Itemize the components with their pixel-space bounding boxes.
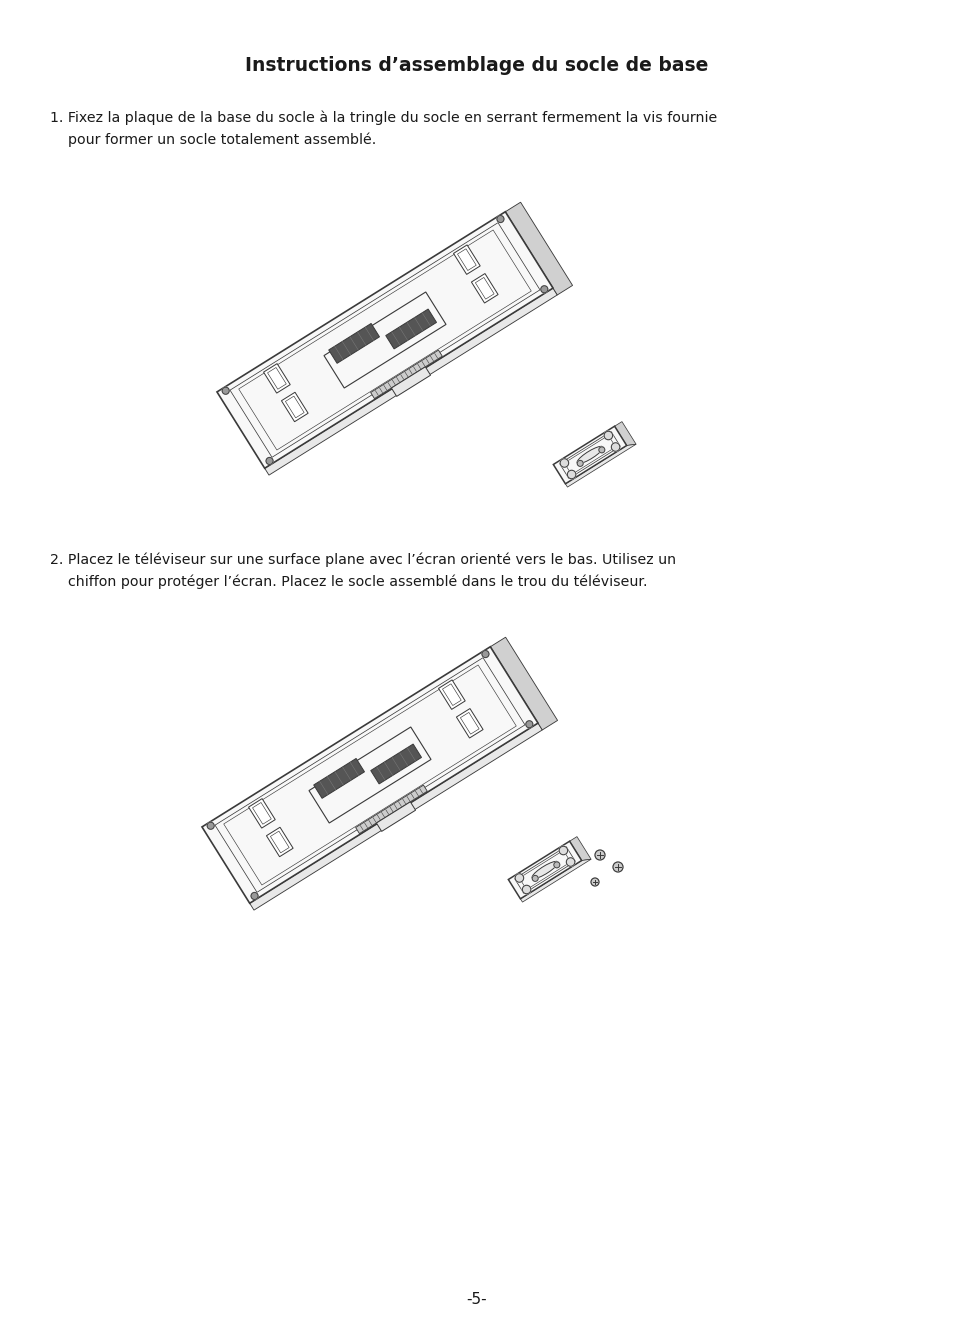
Text: 1. Fixez la plaque de la base du socle à la tringle du socle en serrant fermemen: 1. Fixez la plaque de la base du socle à… [50, 111, 717, 126]
Polygon shape [329, 324, 379, 364]
Polygon shape [263, 364, 290, 393]
Circle shape [613, 862, 622, 872]
Circle shape [577, 460, 582, 467]
Circle shape [481, 650, 489, 657]
Circle shape [566, 858, 575, 866]
Text: chiffon pour protéger l’écran. Placez le socle assemblé dans le trou du télévise: chiffon pour protéger l’écran. Placez le… [50, 575, 647, 589]
Polygon shape [281, 392, 308, 421]
Circle shape [525, 721, 533, 728]
Polygon shape [505, 202, 572, 294]
Polygon shape [250, 723, 541, 910]
Polygon shape [490, 637, 557, 731]
Circle shape [522, 886, 530, 894]
Circle shape [590, 878, 598, 886]
Polygon shape [508, 842, 581, 899]
Polygon shape [266, 827, 293, 856]
Circle shape [251, 892, 257, 899]
Circle shape [558, 846, 567, 855]
Circle shape [559, 459, 568, 467]
Circle shape [497, 215, 503, 222]
Polygon shape [371, 351, 442, 399]
Polygon shape [471, 273, 497, 302]
Polygon shape [532, 862, 558, 879]
Circle shape [611, 443, 619, 451]
Text: 2. Placez le téléviseur sur une surface plane avec l’écran orienté vers le bas. : 2. Placez le téléviseur sur une surface … [50, 553, 676, 567]
Circle shape [598, 447, 604, 452]
Polygon shape [577, 447, 602, 464]
Polygon shape [456, 709, 482, 739]
Polygon shape [565, 444, 636, 487]
Polygon shape [385, 309, 436, 349]
Polygon shape [371, 744, 421, 784]
Circle shape [532, 875, 537, 882]
Circle shape [554, 862, 559, 868]
Circle shape [207, 823, 214, 830]
Polygon shape [249, 799, 275, 828]
Polygon shape [216, 211, 553, 468]
Polygon shape [569, 836, 591, 860]
Text: -5-: -5- [466, 1293, 487, 1307]
Polygon shape [614, 421, 636, 446]
Circle shape [266, 458, 273, 464]
Polygon shape [519, 859, 591, 902]
Text: Instructions d’assemblage du socle de base: Instructions d’assemblage du socle de ba… [245, 55, 708, 75]
Circle shape [567, 470, 576, 479]
Polygon shape [391, 367, 430, 396]
Circle shape [595, 850, 604, 860]
Polygon shape [438, 680, 465, 709]
Polygon shape [553, 427, 626, 484]
Circle shape [603, 431, 612, 440]
Polygon shape [355, 785, 427, 834]
Polygon shape [376, 801, 416, 831]
Circle shape [540, 286, 547, 293]
Polygon shape [264, 288, 557, 475]
Circle shape [222, 387, 229, 395]
Polygon shape [314, 759, 364, 799]
Polygon shape [202, 646, 537, 903]
Text: pour former un socle totalement assemblé.: pour former un socle totalement assemblé… [50, 132, 375, 147]
Circle shape [515, 874, 523, 882]
Polygon shape [453, 245, 479, 274]
